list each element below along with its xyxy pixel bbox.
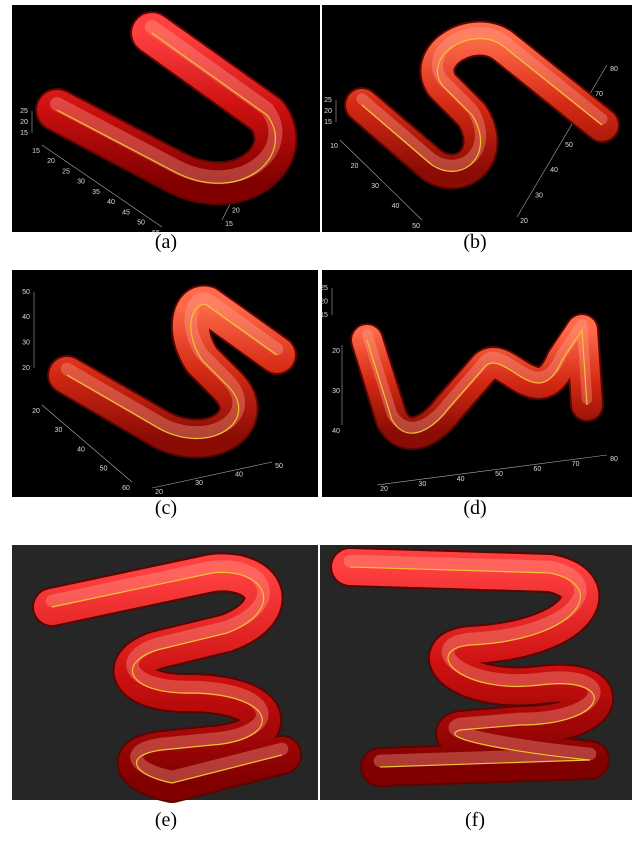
axis-tick-label: 70 — [595, 91, 603, 98]
axis-tick-label: 30 — [535, 193, 543, 200]
axis-line — [41, 404, 133, 483]
tube-highlight — [361, 318, 593, 433]
axis-tick-label: 25 — [20, 108, 28, 115]
panel-caption: (c) — [155, 497, 177, 519]
axis-line — [339, 139, 423, 221]
axis-tick-label: 30 — [55, 427, 63, 434]
axis-tick-label: 80 — [610, 66, 618, 73]
axis-tick-label: 20 — [232, 207, 240, 214]
axis-tick-label: 40 — [332, 428, 340, 435]
panel — [320, 545, 632, 800]
axis-tick-label: 20 — [22, 365, 30, 372]
panel: 50 40 30 20 20 30 40 50 60 20 30 40 50 — [12, 270, 318, 497]
panel-caption: (d) — [463, 497, 486, 519]
axis-tick-label: 25 — [324, 97, 332, 104]
axis-tick-label: 40 — [392, 203, 400, 210]
axis-tick-label: 40 — [457, 476, 465, 483]
tube-highlight — [60, 292, 284, 439]
panel — [12, 545, 318, 803]
axis-tick-label: 50 — [100, 466, 108, 473]
axis-tick-label: 30 — [371, 183, 379, 190]
axis-tick-label: 20 — [380, 486, 388, 493]
panel-caption: (e) — [155, 809, 177, 831]
axis-tick-label: 70 — [572, 461, 580, 468]
axis-tick-label: 25 — [320, 285, 328, 292]
centerline — [51, 571, 283, 784]
axis-tick-label: 40 — [77, 446, 85, 453]
axis-tick-label: 40 — [550, 167, 558, 174]
axis-tick-label: 20 — [155, 489, 163, 496]
tube-highlight — [343, 554, 601, 768]
axis-tick-label: 50 — [22, 289, 30, 296]
axis-tick-label: 30 — [195, 480, 203, 487]
axis-tick-label: 20 — [520, 218, 528, 225]
axis-tick-label: 60 — [122, 485, 130, 492]
axis-tick-label: 30 — [418, 481, 426, 488]
panel-caption: (b) — [463, 231, 486, 253]
axis-line — [516, 64, 608, 218]
axis-tick-label: 20 — [332, 348, 340, 355]
axis-tick-label: 15 — [320, 312, 328, 319]
axis-tick-label: 15 — [324, 119, 332, 126]
centerline — [349, 566, 595, 768]
axis-line — [376, 454, 608, 486]
tube-highlight — [356, 26, 608, 171]
axis-tick-label: 50 — [275, 463, 283, 470]
axis-tick-label: 20 — [324, 108, 332, 115]
axis-tick-label: 50 — [565, 142, 573, 149]
panel: 25 20 15 20 30 40 20 30 40 50 60 70 80 — [320, 270, 632, 497]
axis-tick-label: 30 — [332, 388, 340, 395]
axis-tick-label: 15 — [225, 221, 233, 228]
axis-tick-label: 25 — [62, 168, 70, 175]
axis-tick-label: 50 — [137, 220, 145, 227]
axis-tick-label: 60 — [533, 466, 541, 473]
tube-highlight — [50, 20, 283, 185]
axis-tick-label: 20 — [47, 158, 55, 165]
axis-line — [41, 144, 163, 228]
axis-tick-label: 50 — [412, 223, 420, 230]
centerline — [56, 32, 276, 184]
centerline — [66, 303, 278, 440]
axis-tick-label: 20 — [20, 119, 28, 126]
axis-tick-label: 40 — [107, 199, 115, 206]
axis-tick-label: 40 — [22, 314, 30, 321]
axis-tick-label: 50 — [495, 471, 503, 478]
axis-line — [151, 461, 273, 489]
axis-tick-label: 55 — [152, 230, 160, 237]
axis-tick-label: 30 — [77, 179, 85, 186]
centerline — [366, 328, 588, 434]
axis-tick-label: 80 — [610, 456, 618, 463]
tube-highlight — [45, 560, 289, 784]
axis-tick-label: 20 — [351, 163, 359, 170]
axis-tick-label: 10 — [330, 143, 338, 150]
panel-caption: (f) — [465, 809, 485, 831]
axis-tick-label: 45 — [122, 209, 130, 216]
axis-tick-label: 35 — [92, 189, 100, 196]
axis-tick-label: 40 — [235, 472, 243, 479]
axis-tick-label: 20 — [32, 408, 40, 415]
axis-tick-label: 20 — [320, 298, 328, 305]
axis-tick-label: 15 — [32, 148, 40, 155]
panel-caption: (a) — [155, 231, 177, 253]
centerline — [361, 37, 603, 172]
axis-tick-label: 30 — [22, 340, 30, 347]
axis-tick-label: 15 — [20, 130, 28, 137]
